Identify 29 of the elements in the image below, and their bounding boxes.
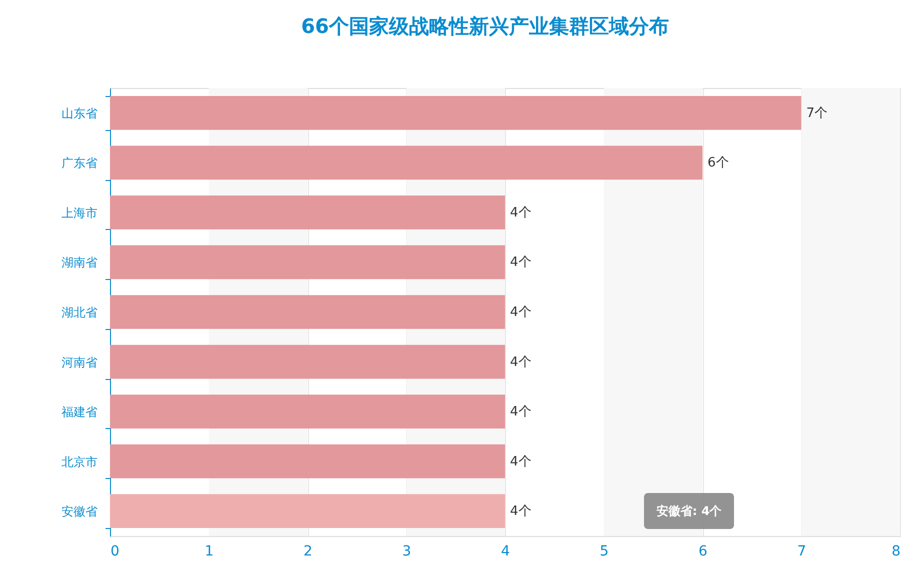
chart-title: 66个国家级战略性新兴产业集群区域分布 xyxy=(301,14,669,38)
x-tick-label: 2 xyxy=(304,544,312,560)
y-tick-label: 安徽省 xyxy=(62,504,98,519)
data-label: 4个 xyxy=(510,305,532,320)
x-tick-label: 3 xyxy=(402,544,412,560)
y-tick-label: 广东省 xyxy=(62,156,98,170)
x-tick-label: 8 xyxy=(892,544,900,560)
data-label: 7个 xyxy=(806,106,828,121)
data-label: 6个 xyxy=(708,156,729,171)
x-tick-label: 1 xyxy=(204,544,214,560)
x-tick-label: 7 xyxy=(797,544,806,560)
data-label: 4个 xyxy=(510,354,532,370)
data-label: 4个 xyxy=(510,504,532,520)
y-tick-label: 福建省 xyxy=(62,405,98,420)
data-label: 4个 xyxy=(510,255,532,270)
x-tick-label: 0 xyxy=(110,544,120,560)
x-tick-label: 4 xyxy=(501,544,510,560)
y-tick-label: 山东省 xyxy=(62,106,98,120)
y-tick-label: 湖北省 xyxy=(62,306,98,320)
y-tick-label: 湖南省 xyxy=(62,256,98,270)
data-label: 4个 xyxy=(510,454,532,470)
y-tick-label: 河南省 xyxy=(62,355,98,370)
annotation: 安徽省: 4个 xyxy=(656,504,723,518)
y-tick-label: 北京市 xyxy=(62,454,98,469)
x-tick-label: 6 xyxy=(698,544,708,560)
data-label: 4个 xyxy=(510,205,532,220)
data-label: 4个 xyxy=(510,404,532,420)
x-tick-label: 5 xyxy=(600,544,609,560)
y-tick-label: 上海市 xyxy=(62,206,98,220)
